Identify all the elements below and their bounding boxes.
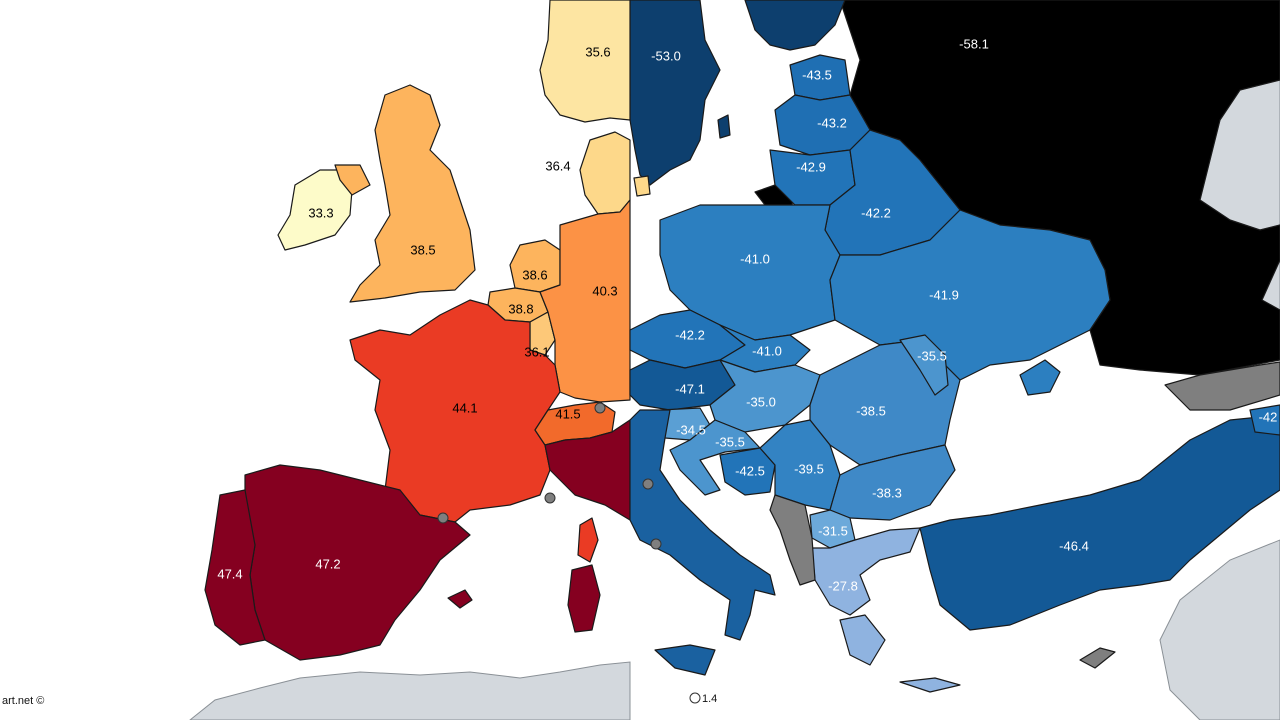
label-sweden: -53.0 <box>651 48 681 63</box>
label-ireland: 33.3 <box>308 205 333 220</box>
label-hungary: -35.0 <box>746 394 776 409</box>
outside-east-1 <box>1159 539 1280 720</box>
label-denmark: 36.4 <box>545 158 570 173</box>
label-greece: -27.8 <box>828 578 858 593</box>
region-norway <box>539 0 631 123</box>
region-italy <box>629 409 776 641</box>
label-serbia: -39.5 <box>794 461 824 476</box>
outside-africa <box>189 661 631 720</box>
label-bosnia: -42.5 <box>735 463 765 478</box>
region-finland <box>744 0 846 51</box>
region-sweden <box>629 0 721 186</box>
region-montenegro-albania <box>769 494 816 586</box>
region-greece <box>811 527 921 616</box>
region-balearic <box>447 589 473 609</box>
credit-text: art.net © <box>2 695 44 707</box>
region-sardinia <box>567 564 601 633</box>
label-slovakia: -41.0 <box>752 343 782 358</box>
region-croatia <box>669 419 761 496</box>
region-crimea <box>1019 359 1061 396</box>
label-spain: 47.2 <box>315 556 340 571</box>
label-norway: 35.6 <box>585 44 610 59</box>
city-marker <box>594 402 606 414</box>
label-moldova: -35.5 <box>917 348 947 363</box>
region-turkey <box>919 414 1280 631</box>
label-united-kingdom: 38.5 <box>410 242 435 257</box>
scale-marker-value: 1.4 <box>702 693 717 705</box>
label-belarus: -42.2 <box>861 205 891 220</box>
label-georgia: -42 <box>1259 409 1278 424</box>
region-portugal <box>204 489 266 646</box>
label-bulgaria: -38.3 <box>872 485 902 500</box>
label-belgium: 38.8 <box>508 301 533 316</box>
region-sicily <box>654 644 716 676</box>
label-latvia: -43.2 <box>817 115 847 130</box>
label-czechia: -42.2 <box>675 327 705 342</box>
label-north-macedonia: -31.5 <box>818 523 848 538</box>
label-netherlands: 38.6 <box>522 267 547 282</box>
city-marker <box>642 478 654 490</box>
region-moldova <box>899 334 949 396</box>
region-caucasus-grey <box>1164 361 1280 411</box>
label-slovenia: -34.5 <box>676 422 706 437</box>
label-portugal: 47.4 <box>217 566 242 581</box>
region-georgia <box>1249 404 1280 436</box>
region-gotland <box>717 114 731 139</box>
label-estonia: -43.5 <box>802 67 832 82</box>
label-turkey: -46.4 <box>1059 538 1089 553</box>
label-austria: -47.1 <box>675 381 705 396</box>
label-luxembourg: 36.1 <box>524 344 549 359</box>
label-germany: 40.3 <box>592 283 617 298</box>
label-poland: -41.0 <box>740 251 770 266</box>
region-denmark-zealand <box>633 175 651 197</box>
city-marker <box>544 492 556 504</box>
region-greece-peloponnese <box>839 614 886 666</box>
label-russia: -58.1 <box>959 36 989 51</box>
scale-marker-icon <box>689 692 701 704</box>
city-marker <box>437 512 449 524</box>
label-switzerland: 41.5 <box>555 406 580 421</box>
label-croatia: -35.5 <box>715 434 745 449</box>
region-corsica <box>577 517 599 563</box>
region-northern-ireland <box>334 164 371 196</box>
region-united-kingdom <box>349 84 476 303</box>
region-cyprus <box>1079 647 1116 669</box>
label-france: 44.1 <box>452 400 477 415</box>
label-ukraine: -41.9 <box>929 287 959 302</box>
label-lithuania: -42.9 <box>796 159 826 174</box>
label-romania: -38.5 <box>856 403 886 418</box>
region-crete <box>899 677 961 693</box>
city-marker <box>650 538 662 550</box>
